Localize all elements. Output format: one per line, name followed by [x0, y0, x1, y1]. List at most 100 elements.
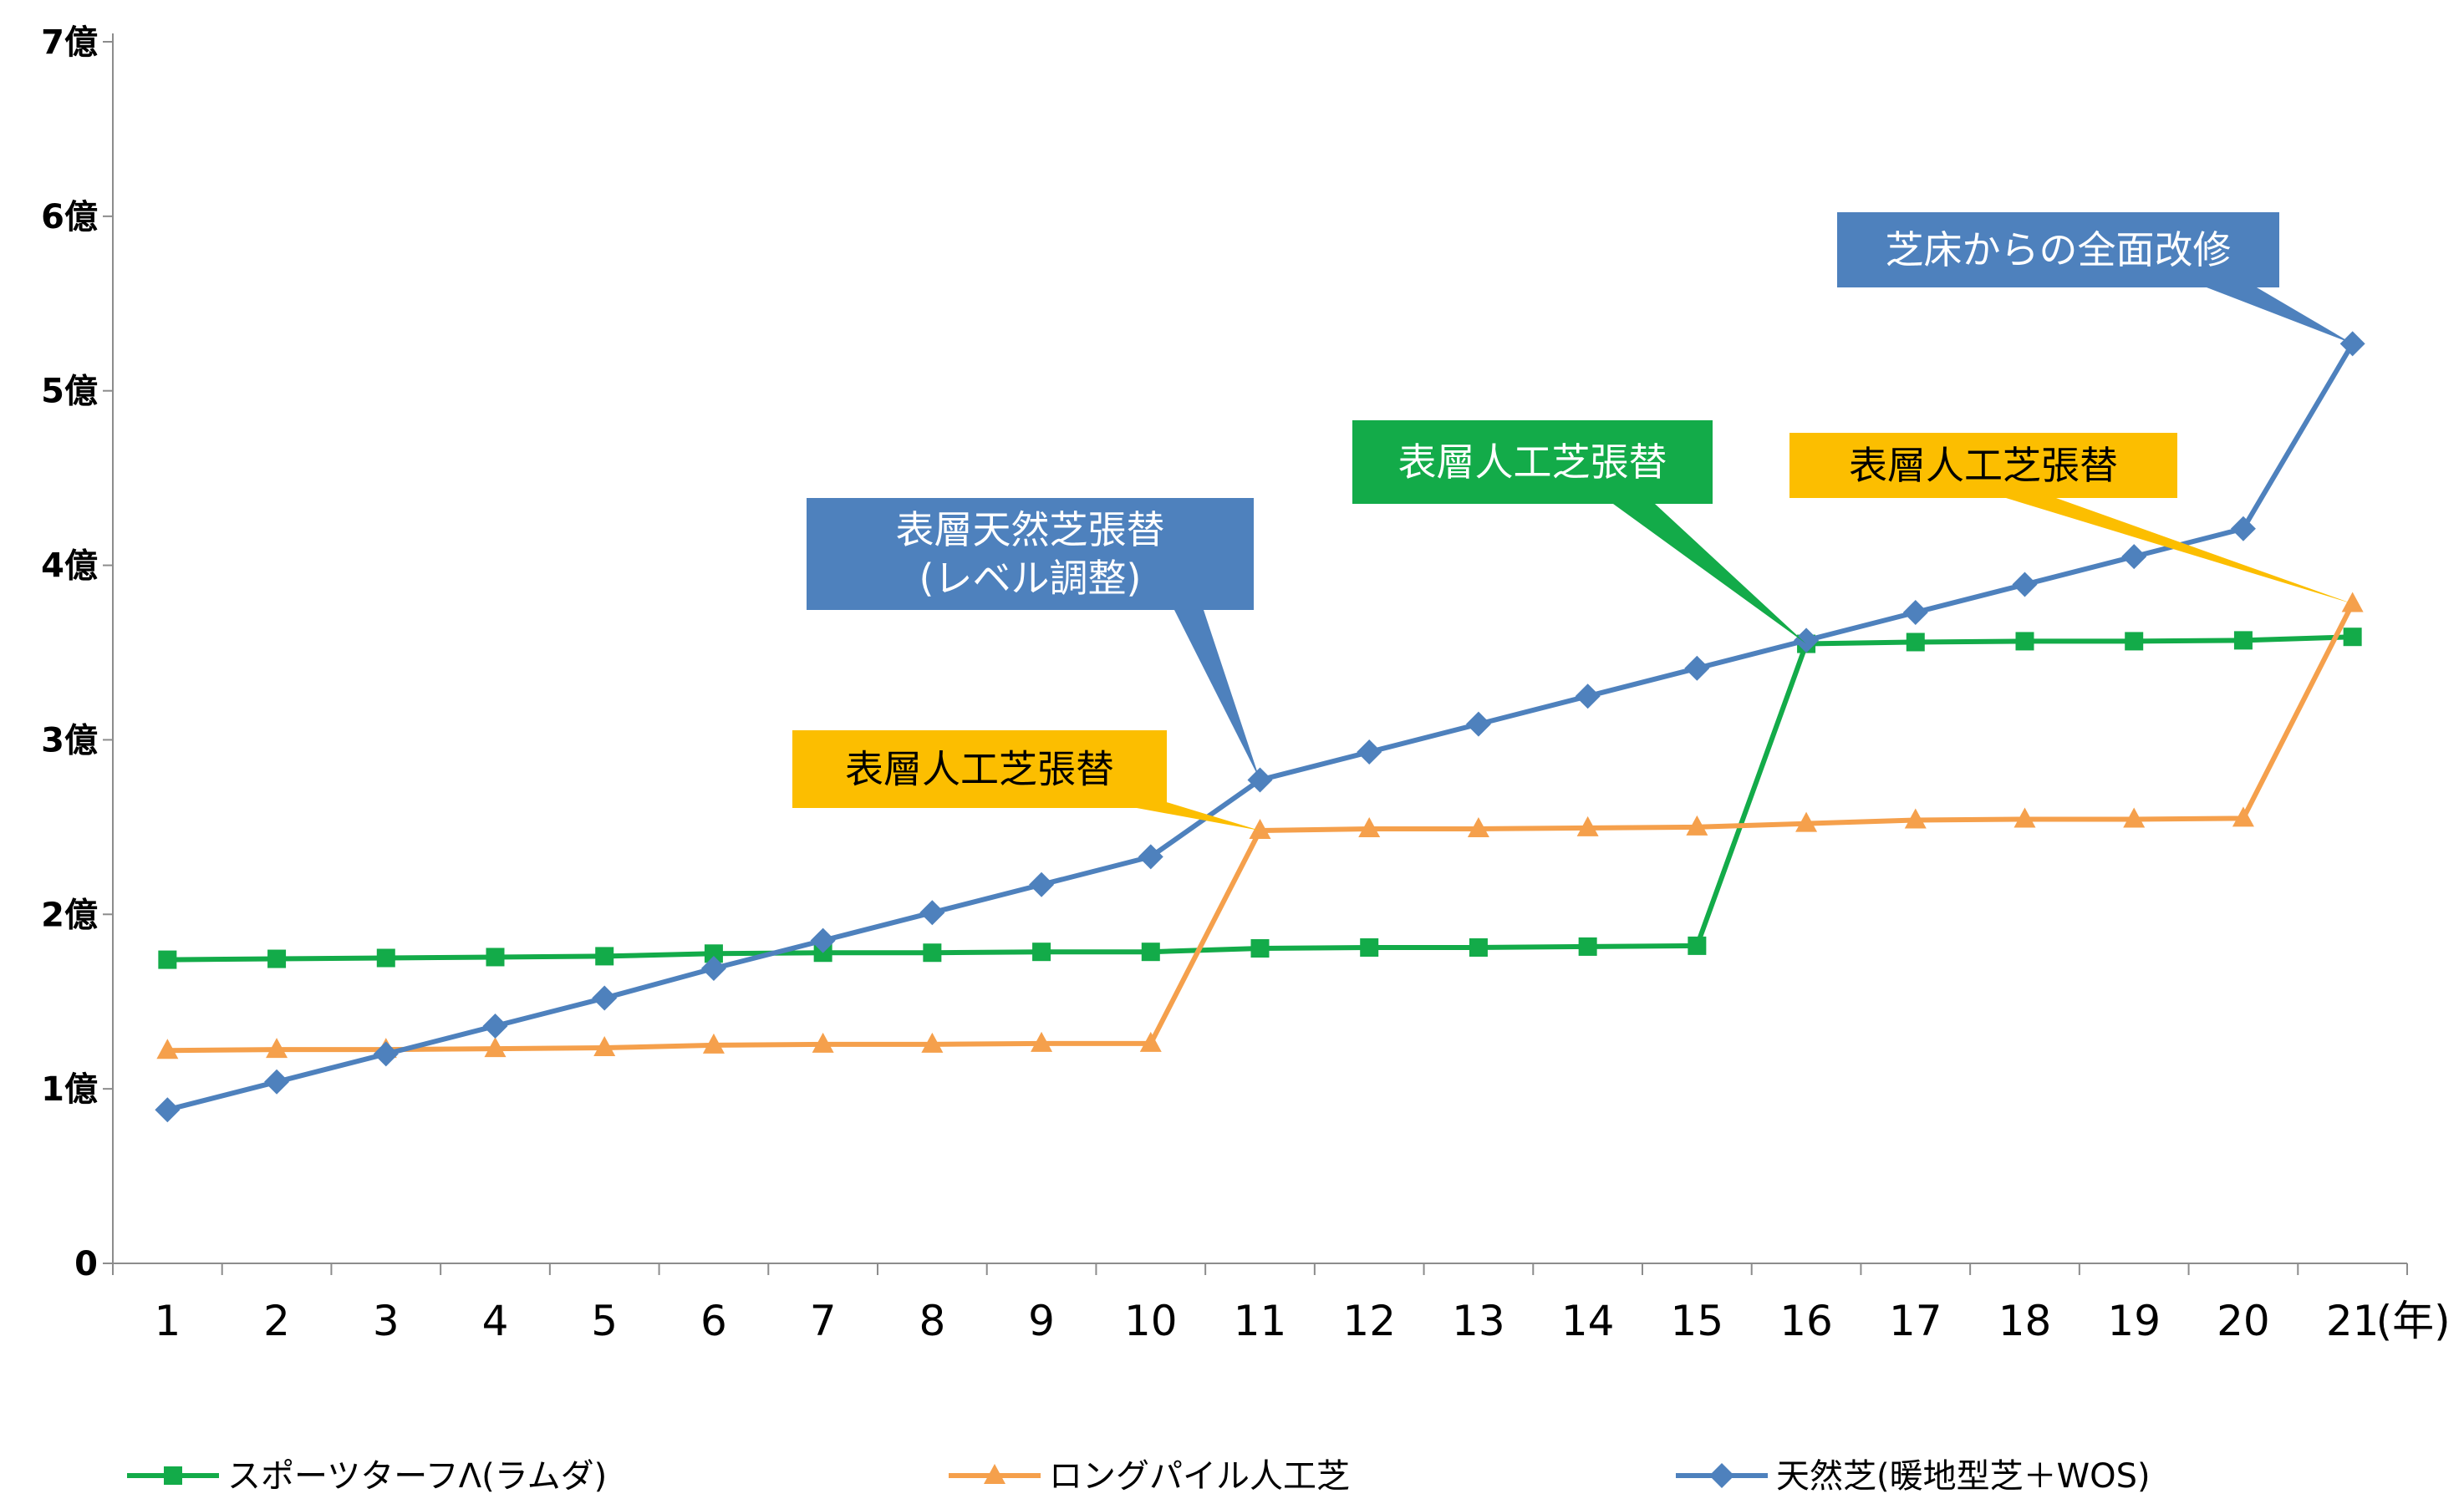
- x-tick-label: 14: [1561, 1297, 1615, 1345]
- x-tick-label: 7: [810, 1297, 837, 1345]
- y-tick-label: 7億: [41, 23, 98, 62]
- annotation-callout: 芝床からの全面改修: [1837, 212, 2353, 344]
- callout-box: [807, 498, 1254, 610]
- data-point: [1684, 655, 1710, 681]
- x-tick-label: 11: [1234, 1297, 1287, 1345]
- data-point: [2013, 807, 2036, 828]
- data-point: [921, 1032, 944, 1053]
- data-point: [1576, 816, 1599, 836]
- data-point: [1578, 937, 1597, 956]
- legend-marker: [164, 1466, 182, 1485]
- data-point: [1139, 1031, 1162, 1052]
- series-0: [158, 628, 2362, 969]
- callout-box: [1837, 212, 2279, 287]
- callout-pointer: [1613, 504, 1807, 644]
- data-point: [2230, 516, 2256, 541]
- data-point: [2343, 628, 2362, 647]
- data-point: [267, 949, 287, 968]
- x-tick-label: 16: [1779, 1297, 1833, 1345]
- y-tick-label: 6億: [41, 198, 98, 236]
- data-point: [264, 1069, 290, 1095]
- data-point: [1358, 816, 1381, 837]
- data-point: [1249, 819, 1271, 840]
- data-point: [595, 947, 614, 966]
- callout-box: [792, 730, 1167, 808]
- legend: スポーツターフΛ(ラムダ) ロングパイル人工芝 天然芝(暖地型芝＋WOS): [127, 1457, 2151, 1496]
- data-point: [2015, 632, 2034, 651]
- data-point: [1032, 943, 1051, 962]
- legend-marker: [984, 1464, 1005, 1484]
- data-point: [1029, 871, 1055, 897]
- callout-pointer: [2006, 498, 2353, 604]
- x-unit-label: (年): [2376, 1297, 2451, 1345]
- data-point: [1904, 808, 1927, 829]
- callout-box: [1789, 433, 2177, 498]
- annotation-callout: 表層人工芝張替: [792, 730, 1260, 831]
- x-tick-label: 19: [2107, 1297, 2161, 1345]
- legend-marker: [1709, 1463, 1734, 1488]
- x-tick-label: 15: [1671, 1297, 1724, 1345]
- annotation-callout: 表層人工芝張替: [1789, 433, 2353, 604]
- x-tick-label: 17: [1889, 1297, 1942, 1345]
- data-point: [486, 948, 505, 967]
- x-tick-label: 8: [919, 1297, 945, 1345]
- callout-pointer: [1112, 785, 1260, 831]
- data-point: [700, 956, 726, 982]
- legend-label: 天然芝(暖地型芝＋WOS): [1776, 1457, 2151, 1496]
- data-point: [1688, 936, 1707, 955]
- x-tick-label: 21: [2326, 1297, 2380, 1345]
- callout-pointer: [1174, 610, 1260, 780]
- legend-label: ロングパイル人工芝: [1049, 1457, 1350, 1496]
- data-point: [2232, 806, 2254, 827]
- x-tick-label: 20: [2217, 1297, 2270, 1345]
- callout-text: 表層人工芝張替: [1398, 440, 1667, 485]
- data-point: [2341, 592, 2364, 612]
- data-point: [1141, 943, 1160, 962]
- data-point: [482, 1013, 508, 1039]
- data-point: [1465, 711, 1491, 737]
- data-point: [1031, 1031, 1053, 1052]
- data-point: [592, 985, 618, 1011]
- data-point: [1902, 599, 1928, 625]
- data-point: [158, 950, 177, 969]
- data-point: [2012, 572, 2038, 597]
- x-tick-label: 5: [591, 1297, 618, 1345]
- data-point: [2125, 632, 2144, 651]
- data-point: [810, 927, 836, 953]
- callout-text: 表層人工芝張替: [1849, 443, 2118, 488]
- data-point: [266, 1038, 288, 1059]
- data-point: [2121, 544, 2147, 570]
- callout-text: 表層天然芝張替(レベル調整): [896, 507, 1165, 601]
- data-point: [1686, 815, 1708, 836]
- data-point: [2123, 807, 2146, 828]
- data-point: [919, 900, 945, 926]
- x-tick-label: 13: [1452, 1297, 1505, 1345]
- data-point: [373, 1041, 399, 1067]
- x-tick-label: 6: [700, 1297, 727, 1345]
- data-point: [1467, 816, 1489, 837]
- x-tick-label: 18: [1998, 1297, 2052, 1345]
- data-point: [1469, 937, 1488, 957]
- callout-pointer: [2207, 287, 2353, 344]
- x-tick-label: 9: [1028, 1297, 1055, 1345]
- x-tick-label: 4: [482, 1297, 509, 1345]
- y-tick-label: 1億: [41, 1070, 98, 1109]
- legend-item-1: ロングパイル人工芝: [949, 1457, 1350, 1496]
- data-point: [156, 1039, 179, 1059]
- callout-text: 表層人工芝張替: [845, 747, 1114, 792]
- data-point: [1795, 811, 1818, 832]
- x-tick-label: 12: [1342, 1297, 1396, 1345]
- data-point: [702, 1033, 725, 1054]
- data-point: [376, 948, 395, 968]
- data-point: [1250, 939, 1270, 958]
- y-tick-label: 5億: [41, 373, 98, 411]
- legend-label: スポーツターフΛ(ラムダ): [227, 1457, 607, 1496]
- y-tick-label: 0: [74, 1245, 98, 1283]
- y-tick-label: 4億: [41, 547, 98, 586]
- annotation-callout: 表層天然芝張替(レベル調整): [807, 498, 1260, 780]
- data-point: [812, 1032, 834, 1053]
- data-point: [1357, 739, 1382, 765]
- x-tick-label: 3: [373, 1297, 400, 1345]
